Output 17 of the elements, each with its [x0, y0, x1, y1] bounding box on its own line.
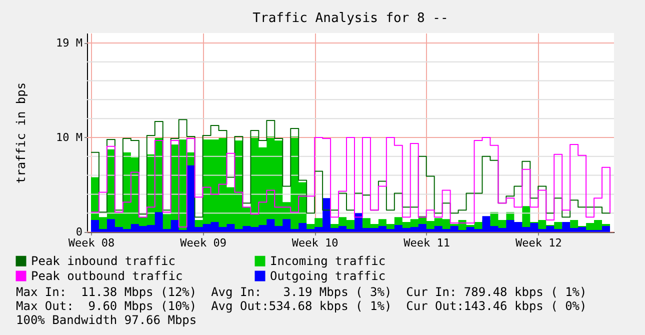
- chart-title: Traffic Analysis for 8 --: [252, 11, 448, 26]
- legend-label: Peak outbound traffic: [31, 269, 183, 283]
- x-tick-label: Week 08: [68, 236, 115, 250]
- legend-label: Peak inbound traffic: [31, 254, 176, 268]
- text: Max In: 11.38 Mbps (12%) Avg In: 3.19 Mbps ( 3%) Cur In: 789.48 kbps ( 1%): [16, 285, 588, 299]
- y-tick-label: 0: [76, 226, 82, 238]
- legend-label: Outgoing traffic: [270, 269, 386, 283]
- legend-label: Incoming traffic: [270, 254, 386, 268]
- x-tick-label: Week 11: [404, 236, 450, 250]
- x-tick-label: Week 10: [292, 236, 338, 250]
- y-tick-label: 19 M: [56, 36, 83, 50]
- y-axis-title: traffic in bps: [14, 82, 28, 184]
- x-tick-label: Week 12: [515, 236, 562, 250]
- text: Max Out: 9.60 Mbps (10%) Avg Out:534.68 kbps ( 1%) Cur Out:143.46 kbps ( 0%): [16, 299, 588, 313]
- y-tick-label: 10 M: [56, 130, 83, 144]
- x-tick-label: Week 09: [180, 236, 226, 250]
- text: 100% Bandwidth 97.66 Mbps: [16, 313, 198, 327]
